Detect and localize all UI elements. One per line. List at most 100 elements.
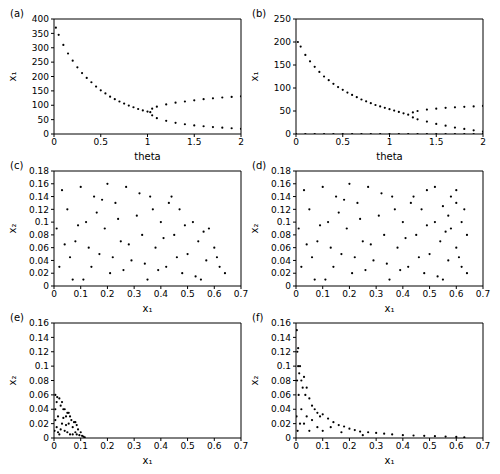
svg-text:0.4: 0.4 [396,441,411,451]
svg-text:0.18: 0.18 [271,166,291,176]
svg-text:0.3: 0.3 [127,441,141,451]
svg-text:0: 0 [293,137,299,147]
svg-text:0.7: 0.7 [234,289,248,299]
svg-text:0.2: 0.2 [342,441,356,451]
svg-text:0.12: 0.12 [271,347,291,357]
svg-text:0.4: 0.4 [154,441,169,451]
svg-text:0.14: 0.14 [29,333,49,343]
svg-text:0.7: 0.7 [234,441,248,451]
svg-text:0.12: 0.12 [271,205,291,215]
svg-text:0.08: 0.08 [29,230,49,240]
svg-text:0.4: 0.4 [396,289,411,299]
svg-text:0.04: 0.04 [271,256,291,266]
svg-text:0.3: 0.3 [127,289,141,299]
svg-text:0.16: 0.16 [29,318,49,328]
svg-text:x₁: x₁ [385,455,395,464]
svg-text:x₁: x₁ [385,303,395,312]
svg-text:0.06: 0.06 [29,390,49,400]
svg-text:0.4: 0.4 [154,289,169,299]
svg-text:0.6: 0.6 [449,441,464,451]
svg-text:0.7: 0.7 [476,441,490,451]
svg-text:0.14: 0.14 [29,192,49,202]
svg-text:0.5: 0.5 [180,441,194,451]
svg-text:0.1: 0.1 [277,217,291,227]
svg-text:0.16: 0.16 [271,179,291,189]
svg-text:0.3: 0.3 [369,289,383,299]
svg-text:0.16: 0.16 [271,318,291,328]
svg-text:0.02: 0.02 [271,268,291,278]
svg-text:0.1: 0.1 [74,441,88,451]
svg-text:150: 150 [32,86,49,96]
svg-text:x₂: x₂ [250,224,260,234]
svg-text:250: 250 [274,14,291,24]
svg-text:250: 250 [32,57,49,67]
svg-text:0: 0 [43,433,49,443]
svg-text:0.2: 0.2 [342,289,356,299]
svg-text:0: 0 [51,289,57,299]
svg-text:0: 0 [293,289,299,299]
svg-text:1: 1 [387,137,393,147]
svg-text:0.1: 0.1 [316,441,330,451]
svg-text:x₁: x₁ [143,303,153,312]
svg-text:0.2: 0.2 [100,289,114,299]
svg-text:0.08: 0.08 [29,376,49,386]
svg-text:0.02: 0.02 [29,268,49,278]
svg-text:0.5: 0.5 [336,137,350,147]
svg-text:theta: theta [134,151,160,160]
svg-text:350: 350 [32,29,49,39]
svg-text:0.16: 0.16 [29,179,49,189]
svg-text:0.04: 0.04 [271,404,291,414]
svg-text:0.6: 0.6 [207,289,222,299]
svg-text:0: 0 [285,281,291,291]
svg-text:0.02: 0.02 [271,419,291,429]
svg-text:0.04: 0.04 [29,256,49,266]
svg-text:1.5: 1.5 [429,137,443,147]
svg-text:0.18: 0.18 [29,166,49,176]
svg-text:0.6: 0.6 [449,289,464,299]
svg-text:1: 1 [145,137,151,147]
svg-text:0.14: 0.14 [271,192,291,202]
svg-text:0: 0 [285,433,291,443]
svg-text:50: 50 [280,106,292,116]
svg-text:0.1: 0.1 [35,217,49,227]
svg-text:x₁: x₁ [143,455,153,464]
svg-text:0.06: 0.06 [29,243,49,253]
svg-text:0.04: 0.04 [29,404,49,414]
svg-text:0.06: 0.06 [271,390,291,400]
svg-text:0.5: 0.5 [422,289,436,299]
svg-text:300: 300 [32,43,49,53]
svg-text:0.5: 0.5 [94,137,108,147]
svg-text:x₁: x₁ [8,72,18,82]
svg-text:50: 50 [38,115,50,125]
svg-text:0.6: 0.6 [207,441,222,451]
svg-text:x₂: x₂ [8,224,18,234]
svg-text:0.12: 0.12 [29,347,49,357]
svg-text:0.3: 0.3 [369,441,383,451]
svg-text:0.1: 0.1 [74,289,88,299]
svg-text:100: 100 [274,83,291,93]
svg-text:0: 0 [43,281,49,291]
svg-text:x₁: x₁ [250,72,260,82]
svg-text:theta: theta [376,151,402,160]
svg-text:100: 100 [32,100,49,110]
svg-text:x₂: x₂ [8,376,18,386]
svg-text:0.1: 0.1 [277,361,291,371]
svg-text:0.2: 0.2 [100,441,114,451]
svg-text:0.06: 0.06 [271,243,291,253]
svg-text:0: 0 [293,441,299,451]
svg-text:2: 2 [238,137,244,147]
svg-text:150: 150 [274,60,291,70]
svg-text:0.02: 0.02 [29,419,49,429]
svg-text:0.08: 0.08 [271,230,291,240]
svg-text:x₂: x₂ [250,376,260,386]
svg-text:0: 0 [43,129,49,139]
svg-text:0: 0 [51,137,57,147]
svg-text:200: 200 [32,72,49,82]
svg-text:0.5: 0.5 [180,289,194,299]
svg-text:2: 2 [480,137,486,147]
svg-text:0.14: 0.14 [271,333,291,343]
svg-text:0.7: 0.7 [476,289,490,299]
svg-text:0.12: 0.12 [29,205,49,215]
svg-text:0: 0 [51,441,57,451]
svg-text:0.5: 0.5 [422,441,436,451]
